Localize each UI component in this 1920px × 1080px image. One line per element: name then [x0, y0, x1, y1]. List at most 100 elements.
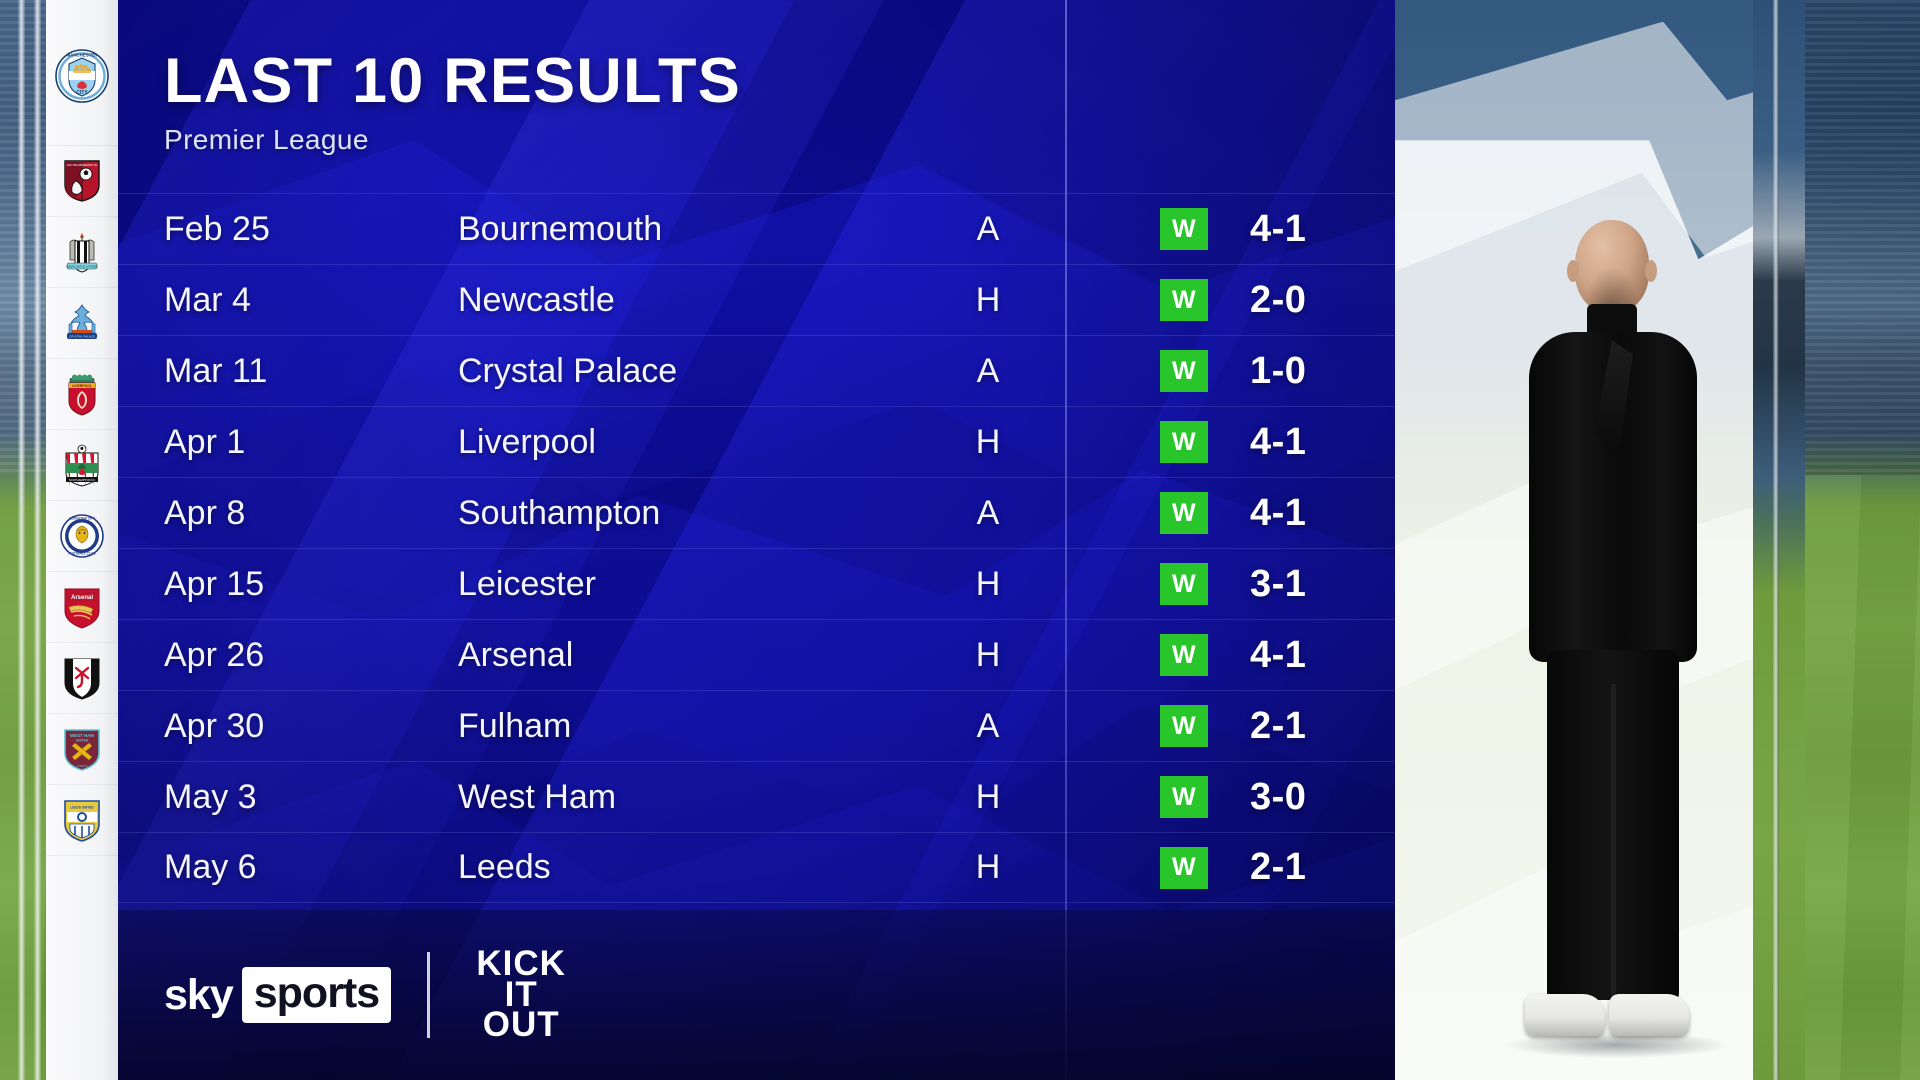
cell-venue: H: [975, 777, 1001, 816]
southampton-crest: SOUTHAMPTON FC: [65, 444, 99, 487]
kick-it-out-logo: KICK IT OUT: [466, 940, 576, 1050]
svg-text:LEEDS UNITED: LEEDS UNITED: [70, 806, 94, 810]
result-badge: W: [1160, 279, 1208, 321]
rail-cell-fulham[interactable]: [46, 643, 118, 714]
manager-figure: [1483, 220, 1733, 1080]
svg-text:UNITED: UNITED: [76, 738, 89, 742]
figure-shoe-left: [1525, 994, 1605, 1036]
page-title: LAST 10 RESULTS: [164, 46, 741, 116]
table-row[interactable]: Apr 15 Leicester H W 3-1: [118, 548, 1395, 619]
cell-team: Liverpool: [458, 422, 596, 461]
svg-text:MANCHESTER: MANCHESTER: [67, 52, 99, 57]
table-row[interactable]: May 3 West Ham H W 3-0: [118, 761, 1395, 832]
cell-team: Leicester: [458, 564, 596, 603]
board-footer: sky sports KICK IT OUT: [118, 910, 1395, 1080]
svg-text:LEICESTER CITY: LEICESTER CITY: [69, 517, 96, 521]
results-board: LAST 10 RESULTS Premier League Feb 25 Bou…: [118, 0, 1395, 1080]
leeds-united-crest: LEEDS UNITED: [64, 800, 100, 842]
cell-date: Mar 4: [164, 280, 251, 319]
cell-score: 4-1: [1250, 420, 1307, 463]
result-badge: W: [1160, 421, 1208, 463]
rail-cell-liverpool[interactable]: LIVERPOOL: [46, 359, 118, 430]
svg-text:NEWCASTLE UNITED: NEWCASTLE UNITED: [67, 265, 99, 269]
newcastle-united-crest: NEWCASTLE UNITED: [67, 233, 99, 273]
cell-team: Crystal Palace: [458, 351, 678, 390]
cell-date: Apr 1: [164, 422, 246, 461]
rail-filler: [46, 856, 118, 1080]
figure-shadow: [1507, 1032, 1727, 1058]
cell-score: 4-1: [1250, 491, 1307, 534]
leicester-city-crest: LEICESTER CITY FOOTBALL CLUB: [60, 514, 104, 558]
svg-text:CITY: CITY: [76, 90, 88, 96]
column-divider: [1065, 0, 1067, 1080]
rail-cell-leeds[interactable]: LEEDS UNITED: [46, 785, 118, 856]
page-subtitle: Premier League: [164, 124, 369, 155]
manager-photo-panel: [1395, 0, 1805, 1080]
cell-venue: H: [975, 635, 1001, 674]
rail-cell-bournemouth[interactable]: AFC BOURNEMOUTH: [46, 146, 118, 217]
sky-sports-logo: sky sports: [164, 967, 392, 1023]
rail-cell-manchester-city[interactable]: MANCHESTER CITY: [46, 6, 118, 146]
cell-date: Apr 8: [164, 493, 246, 532]
result-badge: W: [1160, 846, 1208, 889]
cell-team: Southampton: [458, 493, 661, 532]
table-row[interactable]: May 6 Leeds H W 2-1: [118, 832, 1395, 903]
table-row[interactable]: Apr 30 Fulham A W 2-1: [118, 690, 1395, 761]
cell-venue: H: [975, 564, 1001, 603]
cell-date: Mar 11: [164, 351, 268, 390]
cell-team: Bournemouth: [458, 209, 663, 248]
bournemouth-crest: AFC BOURNEMOUTH: [64, 160, 100, 202]
result-badge: W: [1160, 705, 1208, 747]
stadium-right-edge: [1753, 0, 1805, 1080]
rail-cell-newcastle[interactable]: NEWCASTLE UNITED: [46, 217, 118, 288]
result-badge: W: [1160, 492, 1208, 534]
cell-date: Apr 30: [164, 706, 265, 745]
result-badge: W: [1160, 776, 1208, 818]
manchester-city-crest: MANCHESTER CITY: [55, 48, 109, 103]
svg-text:FOOTBALL CLUB: FOOTBALL CLUB: [68, 552, 96, 556]
arsenal-crest: Arsenal: [64, 588, 100, 629]
table-row[interactable]: Feb 25 Bournemouth A W 4-1: [118, 193, 1395, 264]
sky-wordmark: sky: [164, 970, 234, 1019]
sports-wordmark: sports: [241, 967, 392, 1023]
footer-divider: [427, 952, 431, 1038]
goalpost-right: [34, 0, 41, 1080]
table-row[interactable]: Apr 8 Southampton A W 4-1: [118, 477, 1395, 548]
cell-score: 2-1: [1250, 704, 1307, 747]
cell-venue: H: [975, 848, 1001, 886]
rail-cell-southampton[interactable]: SOUTHAMPTON FC: [46, 430, 118, 501]
rail-cell-west-ham[interactable]: WEST HAM UNITED LONDON: [46, 714, 118, 785]
table-row[interactable]: Mar 4 Newcastle H W 2-0: [118, 264, 1395, 335]
cell-team: Arsenal: [458, 635, 574, 674]
cell-score: 2-1: [1250, 846, 1307, 888]
result-badge: W: [1160, 563, 1208, 605]
figure-ears: [1567, 260, 1657, 286]
result-badge: W: [1160, 634, 1208, 676]
cell-score: 3-0: [1250, 775, 1307, 818]
board-header: LAST 10 RESULTS Premier League: [164, 50, 741, 156]
figure-trousers: [1547, 650, 1679, 1000]
cell-venue: A: [976, 706, 1000, 745]
table-row[interactable]: Apr 26 Arsenal H W 4-1: [118, 619, 1395, 690]
table-row[interactable]: Mar 11 Crystal Palace A W 1-0: [118, 335, 1395, 406]
table-row[interactable]: Apr 1 Liverpool H W 4-1: [118, 406, 1395, 477]
crystal-palace-crest: CRYSTAL PALACE: [67, 304, 97, 339]
cell-date: May 3: [164, 777, 257, 816]
cell-venue: H: [975, 280, 1001, 319]
rail-cell-leicester[interactable]: LEICESTER CITY FOOTBALL CLUB: [46, 501, 118, 572]
result-badge: W: [1160, 350, 1208, 392]
cell-team: Leeds: [458, 848, 551, 886]
cell-team: Newcastle: [458, 280, 615, 319]
cell-team: West Ham: [458, 777, 617, 816]
svg-text:LONDON: LONDON: [76, 764, 87, 768]
cell-score: 1-0: [1250, 349, 1307, 392]
kio-line-2: IT: [504, 974, 538, 1014]
svg-text:AFC BOURNEMOUTH: AFC BOURNEMOUTH: [67, 163, 98, 167]
result-badge: W: [1160, 208, 1208, 250]
rail-cell-arsenal[interactable]: Arsenal: [46, 572, 118, 643]
rail-cell-crystal-palace[interactable]: CRYSTAL PALACE: [46, 288, 118, 359]
svg-text:SOUTHAMPTON FC: SOUTHAMPTON FC: [69, 478, 95, 482]
cell-score: 4-1: [1250, 633, 1307, 676]
cell-date: May 6: [164, 848, 257, 886]
